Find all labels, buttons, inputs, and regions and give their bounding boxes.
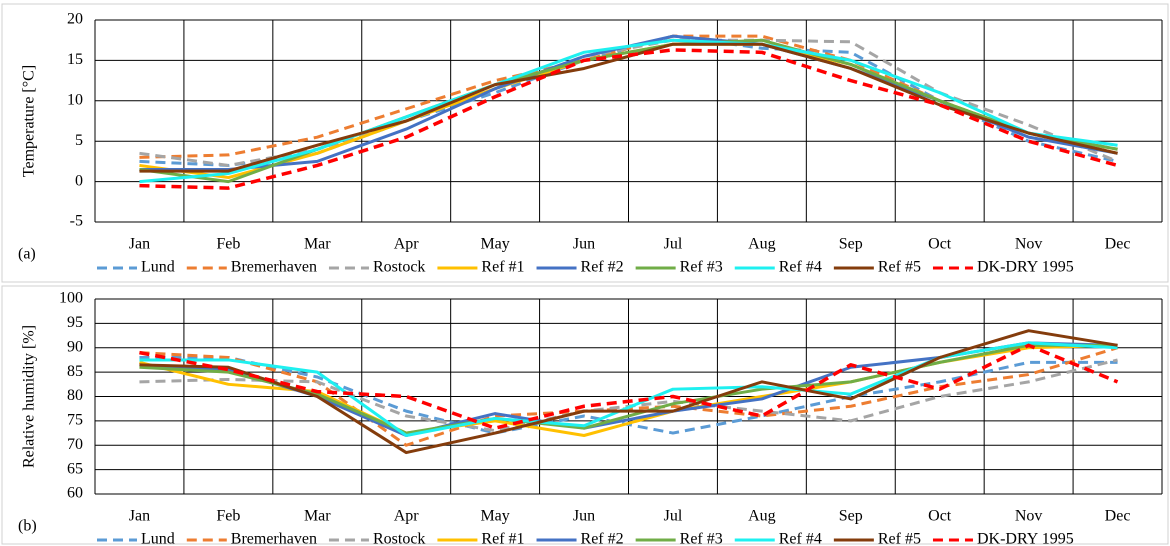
legend-label: DK-DRY 1995 <box>977 531 1074 546</box>
legend-label: Ref #2 <box>581 531 624 546</box>
x-tick-label: May <box>480 236 509 253</box>
series-line <box>139 329 1118 455</box>
legend-label: Ref #2 <box>581 259 624 276</box>
legend-label: DK-DRY 1995 <box>977 259 1074 276</box>
legend-label: Rostock <box>373 259 425 276</box>
legend-label: Ref #3 <box>680 259 723 276</box>
legend-label: Bremerhaven <box>231 259 317 276</box>
series-line <box>139 38 1118 184</box>
series-line <box>139 341 1118 437</box>
legend-label: Ref #4 <box>779 531 822 546</box>
y-tick-label: 95 <box>67 314 83 331</box>
x-tick-label: Oct <box>928 236 952 253</box>
x-tick-label: Nov <box>1015 236 1043 253</box>
legend-label: Bremerhaven <box>231 531 317 546</box>
panel-label: (b) <box>18 518 37 535</box>
x-tick-label: Jun <box>573 236 595 253</box>
x-tick-label: Dec <box>1105 236 1131 253</box>
x-tick-label: Jun <box>573 508 595 525</box>
x-tick-label: Mar <box>304 508 331 525</box>
x-tick-label: Jan <box>129 236 150 253</box>
legend-label: Lund <box>141 531 175 546</box>
x-tick-label: Dec <box>1105 508 1131 525</box>
x-tick-label: May <box>480 508 509 525</box>
x-tick-label: Sep <box>839 508 863 525</box>
x-tick-label: Jul <box>664 508 683 525</box>
legend-label: Ref #1 <box>481 259 524 276</box>
series-line <box>139 48 1119 190</box>
x-tick-label: Oct <box>928 508 952 525</box>
x-tick-label: Feb <box>216 236 240 253</box>
y-tick-label: 0 <box>75 172 83 189</box>
y-tick-label: 15 <box>67 51 83 68</box>
y-axis-label: Relative humidity [%] <box>21 325 38 468</box>
legend-label: Ref #5 <box>878 259 921 276</box>
legend-label: Ref #3 <box>680 531 723 546</box>
panel-frame <box>1 285 1169 545</box>
y-tick-label: 60 <box>67 485 83 502</box>
panel-frame <box>1 3 1169 283</box>
y-tick-label: 90 <box>67 338 83 355</box>
x-tick-label: Aug <box>748 508 776 525</box>
x-tick-label: Sep <box>839 236 863 253</box>
legend-label: Ref #1 <box>481 531 524 546</box>
y-tick-label: 70 <box>67 436 83 453</box>
x-tick-label: Apr <box>394 236 420 253</box>
y-tick-label: 10 <box>67 91 83 108</box>
panel-label: (a) <box>18 246 36 263</box>
y-tick-label: 20 <box>67 11 83 28</box>
x-tick-label: Jul <box>664 236 683 253</box>
legend-label: Lund <box>141 259 175 276</box>
x-tick-label: Mar <box>304 236 331 253</box>
y-tick-label: -5 <box>70 213 83 230</box>
y-tick-label: 65 <box>67 460 83 477</box>
legend-label: Ref #4 <box>779 259 822 276</box>
x-tick-label: Nov <box>1015 508 1043 525</box>
y-axis-label: Temperature [°C] <box>21 65 38 177</box>
series-line <box>139 34 1118 159</box>
legend-label: Rostock <box>373 531 425 546</box>
y-tick-label: 80 <box>67 387 83 404</box>
x-tick-label: Aug <box>748 236 776 253</box>
x-tick-label: Jan <box>129 508 150 525</box>
y-tick-label: 75 <box>67 412 83 429</box>
x-tick-label: Apr <box>394 508 420 525</box>
series-line <box>139 343 1119 430</box>
y-tick-label: 5 <box>75 132 83 149</box>
y-tick-label: 85 <box>67 363 83 380</box>
y-tick-label: 100 <box>59 290 83 307</box>
legend-label: Ref #5 <box>878 531 921 546</box>
x-tick-label: Feb <box>216 508 240 525</box>
